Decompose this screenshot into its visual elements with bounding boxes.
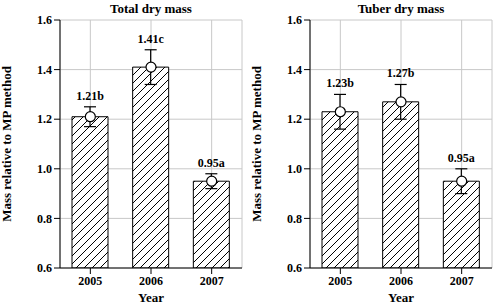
svg-text:1.4: 1.4 [37, 63, 52, 77]
svg-text:0.6: 0.6 [37, 261, 52, 275]
svg-text:2006: 2006 [389, 274, 413, 288]
svg-text:Year: Year [138, 290, 164, 302]
svg-text:0.6: 0.6 [287, 261, 302, 275]
svg-text:1.0: 1.0 [37, 162, 52, 176]
svg-text:1.0: 1.0 [287, 162, 302, 176]
svg-text:2005: 2005 [328, 274, 352, 288]
svg-text:0.95a: 0.95a [448, 151, 475, 165]
svg-text:1.27b: 1.27b [387, 66, 415, 80]
svg-text:1.21b: 1.21b [76, 89, 104, 103]
svg-text:0.8: 0.8 [287, 212, 302, 226]
svg-text:Mass relative to MP method: Mass relative to MP method [250, 65, 264, 221]
svg-text:1.6: 1.6 [287, 13, 302, 27]
svg-text:2006: 2006 [139, 274, 163, 288]
svg-text:1.4: 1.4 [287, 63, 302, 77]
svg-text:0.95a: 0.95a [198, 156, 225, 170]
html-text:Total dry mass: Total dry mass [110, 1, 192, 16]
svg-text:1.6: 1.6 [37, 13, 52, 27]
svg-text:2007: 2007 [450, 274, 474, 288]
html-text:Tuber dry mass: Tuber dry mass [357, 1, 445, 16]
svg-text:2007: 2007 [200, 274, 224, 288]
svg-text:1.23b: 1.23b [326, 76, 354, 90]
svg-text:1.41c: 1.41c [138, 32, 165, 46]
svg-text:2005: 2005 [78, 274, 102, 288]
svg-text:Year: Year [388, 290, 414, 302]
svg-text:Mass relative to MP method: Mass relative to MP method [8, 65, 14, 221]
svg-text:1.2: 1.2 [287, 112, 302, 126]
svg-text:0.8: 0.8 [37, 212, 52, 226]
svg-text:1.2: 1.2 [37, 112, 52, 126]
